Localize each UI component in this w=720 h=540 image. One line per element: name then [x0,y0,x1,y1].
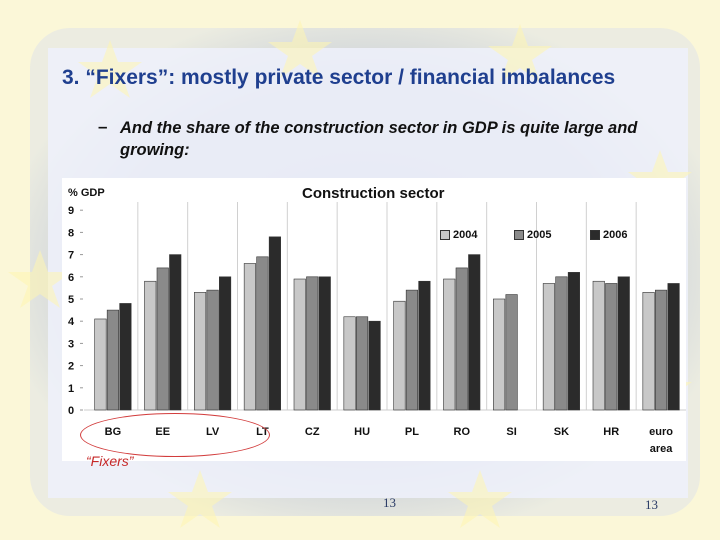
bar-lv-2005 [206,289,219,411]
bar-cz-2006 [318,276,331,411]
legend-swatch-2006 [590,230,600,240]
x-category-label: SK [554,426,569,438]
y-tick-label: 7 [68,250,74,262]
legend-label-2004: 2004 [453,229,478,241]
bar-hu-2005 [356,316,369,411]
bar-euro-area-2006 [667,283,680,411]
legend-item-2006: 2006 [590,228,627,242]
bar-euro-area-2004 [642,292,655,411]
legend-item-2004: 2004 [440,228,477,242]
bar-ee-2005 [156,267,169,411]
bar-lv-2004 [194,292,207,411]
bar-lt-2006 [268,236,281,411]
bar-bg-2006 [119,303,132,411]
bar-sk-2005 [555,276,568,411]
legend-label-2005: 2005 [527,229,552,241]
bar-hr-2005 [605,283,618,411]
bar-lv-2006 [219,276,232,411]
bar-ro-2004 [443,278,456,411]
bar-ro-2006 [468,254,481,411]
x-category-label: RO [454,426,471,438]
bar-pl-2004 [393,300,406,411]
bar-si-2005 [505,294,518,411]
x-category-label: CZ [305,426,320,438]
bar-sk-2006 [567,272,580,411]
page-number-center: 13 [383,495,396,510]
x-category-label: area [650,443,674,455]
bar-lt-2004 [243,263,256,411]
bar-ee-2006 [169,254,182,411]
legend-swatch-2004 [440,230,450,240]
legend-label-2006: 2006 [603,229,628,241]
bar-sk-2004 [542,283,555,411]
y-tick-label: 9 [68,205,74,217]
bar-si-2004 [493,298,506,411]
fixers-highlight-ellipse [80,413,270,457]
bar-cz-2004 [293,278,306,411]
legend-swatch-2005 [514,230,524,240]
y-tick-label: 2 [68,361,74,373]
y-tick-label: 4 [68,316,75,328]
slide-title: 3. “Fixers”: mostly private sector / fin… [62,66,616,89]
y-tick-label: 6 [68,272,74,284]
chart-title: Construction sector [302,185,445,202]
bar-euro-area-2005 [655,289,668,411]
bar-hu-2006 [368,320,381,411]
legend-item-2005: 2005 [514,228,551,242]
y-tick-label: 1 [68,383,74,395]
y-tick-label: 0 [68,405,74,417]
x-category-label: SI [506,426,516,438]
y-axis-label: % GDP [68,187,105,199]
x-category-label: HR [603,426,619,438]
bar-pl-2006 [418,280,431,411]
bar-pl-2005 [405,289,418,411]
bar-hu-2004 [343,316,356,411]
chart-legend: 2004 2005 2006 [440,228,680,242]
bar-hr-2006 [617,276,630,411]
bar-hr-2004 [592,280,605,411]
bullet-dash: – [98,117,108,136]
y-tick-label: 3 [68,338,74,350]
bar-lt-2005 [256,256,269,411]
x-category-label: HU [354,426,370,438]
x-category-label: PL [405,426,419,438]
page-number-right: 13 [645,497,658,512]
bar-cz-2005 [306,276,319,411]
y-tick-label: 5 [68,294,74,306]
bar-ee-2004 [144,280,157,411]
y-tick-label: 8 [68,227,74,239]
bar-bg-2005 [106,309,119,411]
fixers-label: “Fixers” [86,453,134,469]
bar-ro-2005 [455,267,468,411]
bar-bg-2004 [94,318,107,411]
bullet-text: And the share of the construction sector… [120,119,638,159]
x-category-label: euro [649,426,673,438]
